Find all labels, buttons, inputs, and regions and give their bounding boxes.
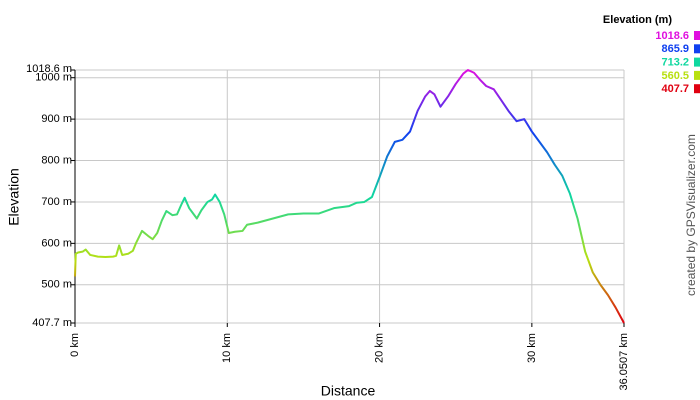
y-tick-label: 600 m bbox=[41, 237, 72, 249]
x-tick-label: 20 km bbox=[373, 333, 385, 363]
x-tick-label: 10 km bbox=[221, 333, 233, 363]
x-tick-label: 36.0507 km bbox=[618, 333, 630, 390]
x-axis-label: Distance bbox=[321, 383, 376, 399]
x-tick-label: 30 km bbox=[526, 333, 538, 363]
x-tick-label: 0 km bbox=[69, 333, 81, 357]
y-tick-label: 407.7 m bbox=[32, 317, 72, 329]
legend-label: 1018.6 bbox=[655, 30, 689, 42]
elevation-line bbox=[74, 69, 625, 324]
legend-swatch bbox=[694, 44, 700, 54]
legend-label: 713.2 bbox=[661, 57, 689, 69]
legend-swatch bbox=[694, 57, 700, 67]
y-tick-label: 500 m bbox=[41, 279, 72, 291]
legend-label: 560.5 bbox=[661, 70, 689, 82]
legend-label: 865.9 bbox=[661, 43, 689, 55]
legend-label: 407.7 bbox=[661, 83, 689, 95]
y-tick-label: 800 m bbox=[41, 154, 72, 166]
legend-title: Elevation (m) bbox=[603, 14, 672, 26]
y-tick-label: 1018.6 m bbox=[26, 63, 72, 75]
y-tick-label: 1000 m bbox=[35, 72, 72, 84]
legend-swatch bbox=[694, 31, 700, 40]
credit: created by GPSVisualizer.com bbox=[684, 134, 698, 296]
legend-swatch bbox=[694, 70, 700, 80]
y-axis-label: Elevation bbox=[6, 168, 22, 226]
y-tick-label: 700 m bbox=[41, 196, 72, 208]
legend-swatch bbox=[694, 84, 700, 94]
y-tick-label: 900 m bbox=[41, 113, 72, 125]
